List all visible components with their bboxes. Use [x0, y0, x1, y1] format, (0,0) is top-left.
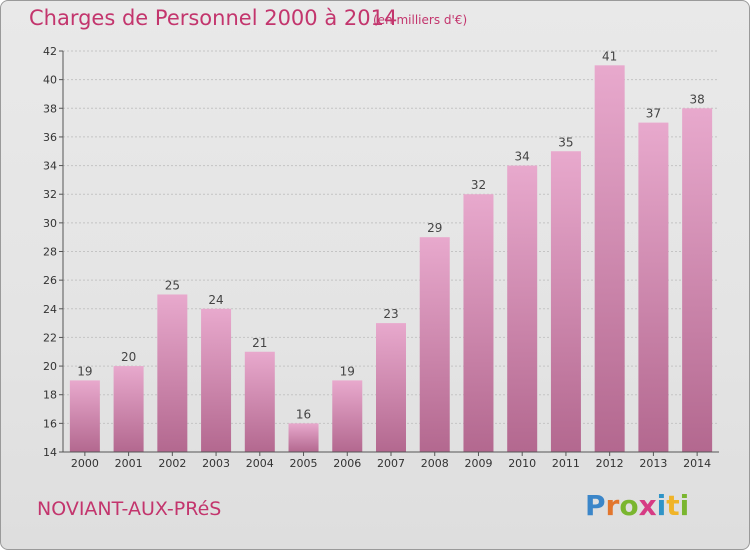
y-tick-label: 26	[43, 274, 57, 287]
y-tick-label: 40	[43, 74, 57, 87]
bar-2014	[682, 108, 713, 453]
y-tick-label: 28	[43, 246, 57, 259]
value-label-2003: 24	[208, 293, 223, 307]
y-tick-label: 34	[43, 160, 57, 173]
y-tick-label: 24	[43, 303, 57, 316]
commune-name: NOVIANT-AUX-PRéS	[37, 498, 222, 520]
bar-2012	[594, 65, 625, 453]
bar-2000	[69, 380, 100, 452]
x-tick-label-2001: 2001	[115, 457, 143, 470]
y-tick-label: 42	[43, 45, 57, 58]
x-tick-label-2008: 2008	[421, 457, 449, 470]
y-tick-label: 32	[43, 188, 57, 201]
x-tick-label-2011: 2011	[552, 457, 580, 470]
value-label-2014: 38	[689, 92, 704, 106]
bar-2011	[550, 151, 581, 452]
x-tick-label-2004: 2004	[246, 457, 274, 470]
proxiti-logo: Proxiti	[585, 489, 690, 522]
value-label-2007: 23	[383, 307, 398, 321]
x-tick-label-2003: 2003	[202, 457, 230, 470]
bar-2008	[419, 237, 450, 452]
chart-subtitle: (en milliers d'€)	[373, 13, 468, 27]
value-label-2001: 20	[121, 350, 136, 364]
axes: 14 16 18 20 22 24 26 28 30 32 34 36 38 40 42 2000 2001 20…	[43, 45, 719, 470]
value-label-2000: 19	[77, 364, 92, 378]
bar-2010	[507, 165, 538, 453]
value-label-2010: 34	[515, 150, 530, 164]
value-label-2004: 21	[252, 336, 267, 350]
x-tick-label-2010: 2010	[508, 457, 536, 470]
bar-2003	[201, 308, 232, 452]
value-label-2011: 35	[558, 135, 573, 149]
y-tick-label: 20	[43, 360, 57, 373]
x-tick-label-2013: 2013	[639, 457, 667, 470]
value-label-2012: 41	[602, 49, 617, 63]
bars: 19 20 25 24 21 16 19 23 29 32 34 35 41 37 38	[69, 49, 713, 453]
x-tick-label-2005: 2005	[290, 457, 318, 470]
y-tick-label: 36	[43, 131, 57, 144]
y-tick-label: 22	[43, 331, 57, 344]
bar-2001	[113, 366, 144, 452]
y-tick-label: 30	[43, 217, 57, 230]
value-label-2002: 25	[165, 278, 180, 292]
y-tick-label: 38	[43, 102, 57, 115]
bar-2005	[288, 423, 319, 452]
x-tick-label-2000: 2000	[71, 457, 99, 470]
bar-2009	[463, 194, 494, 452]
y-tick-label: 14	[43, 446, 57, 459]
value-label-2005: 16	[296, 407, 311, 421]
bar-2004	[244, 351, 275, 452]
x-tick-label-2002: 2002	[158, 457, 186, 470]
y-tick-label: 16	[43, 417, 57, 430]
x-tick-label-2014: 2014	[683, 457, 711, 470]
x-tick-label-2006: 2006	[333, 457, 361, 470]
value-label-2009: 32	[471, 178, 486, 192]
y-tick-label: 18	[43, 389, 57, 402]
bar-2002	[157, 294, 188, 452]
x-tick-label-2009: 2009	[464, 457, 492, 470]
value-label-2008: 29	[427, 221, 442, 235]
chart-title: Charges de Personnel 2000 à 2014	[29, 6, 398, 30]
bar-2007	[376, 323, 406, 452]
x-tick-label-2007: 2007	[377, 457, 405, 470]
bar-2006	[332, 380, 363, 452]
x-tick-label-2012: 2012	[596, 457, 624, 470]
value-label-2013: 37	[646, 107, 661, 121]
bar-2013	[638, 122, 669, 452]
value-label-2006: 19	[340, 364, 355, 378]
